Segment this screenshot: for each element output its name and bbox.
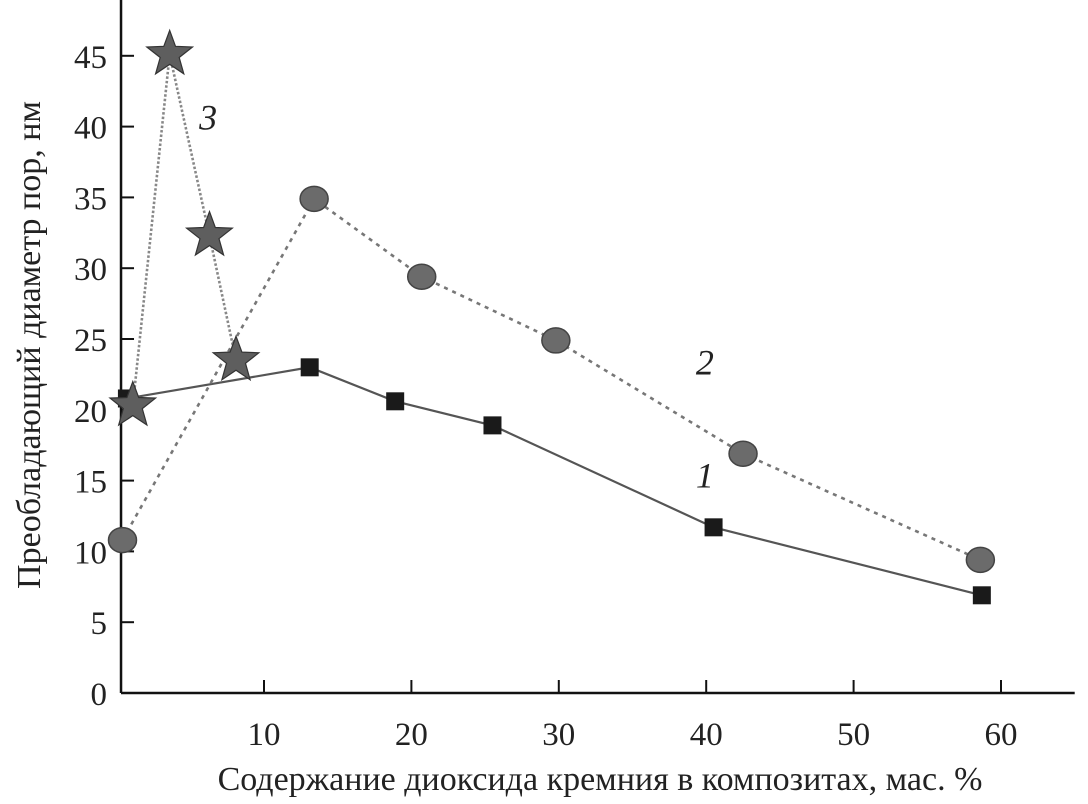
y-tick-label: 35 (74, 181, 107, 217)
series-2-point (406, 263, 437, 290)
series-2-point (299, 185, 329, 213)
series-1-line (126, 366, 983, 597)
series-2-point (728, 440, 758, 467)
x-tick-label: 60 (985, 717, 1018, 753)
y-tick-label: 5 (91, 606, 108, 642)
series-1-point (972, 586, 991, 605)
series-2-point (541, 327, 571, 354)
series-1-point (300, 358, 319, 377)
axes: 0 5 10 15 20 25 30 35 40 45 10 20 30 40 50 60 (74, 0, 1075, 753)
y-tick-label: 30 (74, 252, 107, 288)
x-tick-label: 10 (248, 717, 281, 753)
y-tick-label: 15 (74, 465, 107, 501)
series-1-point (704, 518, 723, 537)
y-tick-label: 40 (74, 111, 107, 147)
series-2-point (107, 526, 138, 554)
series-3-line (131, 54, 238, 406)
y-tick-label: 45 (74, 40, 107, 76)
series-2-point (965, 546, 996, 574)
series-label: 3 (198, 97, 217, 137)
y-tick-label: 10 (74, 535, 107, 571)
series-1-point (483, 416, 502, 435)
y-tick-label: 20 (74, 394, 107, 430)
x-axis-label: Содержание диоксида кремния в композитах… (218, 761, 983, 798)
series-2-line (121, 196, 981, 562)
series-markers (107, 28, 996, 605)
y-axis-label: Преобладающий диаметр пор, нм (11, 101, 48, 589)
series-label: 2 (696, 342, 714, 382)
series-1-point (386, 392, 405, 411)
series-lines (121, 54, 983, 597)
labels: 1 2 3 (198, 97, 714, 495)
series-3-point (184, 209, 234, 257)
x-tick-label: 30 (542, 717, 575, 753)
series-3-point (211, 334, 261, 382)
y-tick-label: 25 (74, 323, 107, 359)
x-tick-label: 40 (690, 717, 723, 753)
x-tick-label: 20 (395, 717, 428, 753)
series-label: 1 (696, 456, 714, 496)
series-3-point (145, 28, 195, 76)
y-tick-label: 0 (91, 677, 108, 713)
x-tick-label: 50 (837, 717, 870, 753)
series-3-point (108, 379, 158, 427)
